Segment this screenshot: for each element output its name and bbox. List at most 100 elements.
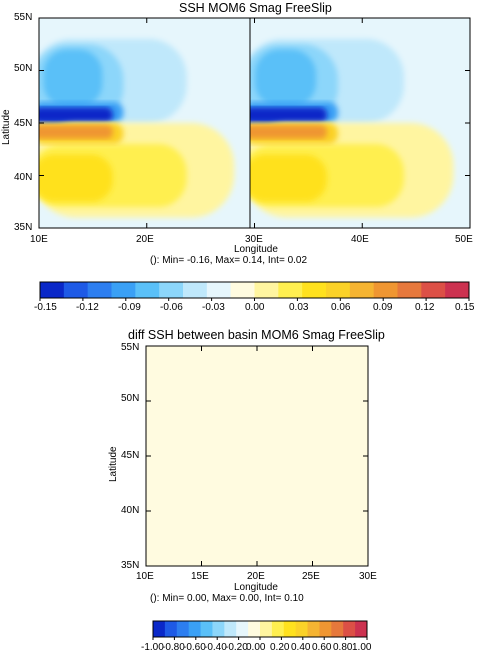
cb1-swatch-1 [63, 282, 89, 298]
bottom-xtick-15: 15E [191, 571, 209, 582]
bottom-xlabel: Longitude [234, 582, 278, 593]
cb1-swatch-0 [40, 282, 65, 298]
top-xtick-50: 50E [455, 234, 473, 245]
cb1-tick-0: -0.15 [34, 302, 57, 313]
cb1-tick-5: 0.00 [245, 302, 265, 313]
bottom-xtick-25: 25E [302, 571, 320, 582]
cb2-swatch-4 [200, 621, 213, 637]
top-ytick-45: 45N [14, 118, 33, 129]
cb2-swatch-10 [271, 621, 285, 637]
cb2-swatch-5 [212, 621, 225, 637]
cb2-swatch-13 [307, 621, 320, 637]
cb2-tick-10: 1.00 [352, 642, 372, 653]
bottom-ytick-55: 55N [121, 342, 140, 353]
contour-level-6 [39, 107, 113, 123]
cb2-swatch-2 [176, 621, 190, 637]
cb1-tick-8: 0.09 [373, 302, 393, 313]
bottom-stats: (): Min= 0.00, Max= 0.00, Int= 0.10 [150, 593, 304, 604]
top-right-panel [250, 18, 470, 228]
bottom-ytick-40: 40N [121, 505, 140, 516]
cb1-swatch-9 [254, 282, 279, 298]
cb1-swatch-8 [230, 282, 255, 298]
cb2-swatch-6 [224, 621, 237, 637]
cb1-swatch-10 [278, 282, 303, 298]
contour-level-4 [255, 49, 316, 108]
contour-level-9 [250, 154, 327, 202]
top-xtick-40: 40E [351, 234, 369, 245]
cb1-swatch-12 [326, 282, 351, 298]
cb1-swatch-11 [302, 282, 327, 298]
top-chart-title: SSH MOM6 Smag FreeSlip [179, 1, 332, 15]
cb1-swatch-7 [206, 282, 232, 298]
cb2-swatch-12 [295, 621, 309, 637]
cb1-swatch-4 [135, 282, 160, 298]
top-xlabel: Longitude [234, 244, 278, 255]
contour-level-4 [43, 49, 103, 108]
cb2-tick-4: -0.20 [225, 642, 248, 653]
bottom-xtick-20: 20E [247, 571, 265, 582]
bottom-xtick-10: 10E [136, 571, 154, 582]
cb1-tick-6: 0.03 [289, 302, 309, 313]
cb1-swatch-13 [349, 282, 375, 298]
top-xtick-30: 30E [245, 234, 263, 245]
cb1-swatch-5 [159, 282, 184, 298]
cb2-swatch-9 [260, 621, 273, 637]
cb2-swatch-3 [188, 621, 202, 637]
cb2-tick-5: 0.00 [246, 642, 266, 653]
cb1-tick-2: -0.09 [118, 302, 141, 313]
cb1-tick-4: -0.03 [202, 302, 225, 313]
cb1-swatch-16 [421, 282, 446, 298]
cb1-swatch-6 [183, 282, 208, 298]
cb2-tick-8: 0.60 [312, 642, 332, 653]
cb1-tick-7: 0.06 [331, 302, 351, 313]
cb1-tick-10: 0.15 [455, 302, 475, 313]
cb2-swatch-1 [164, 621, 178, 637]
cb2-swatch-7 [236, 621, 249, 637]
cb1-tick-1: -0.12 [76, 302, 99, 313]
cb1-tick-3: -0.06 [160, 302, 183, 313]
cb1-tick-9: 0.12 [415, 302, 435, 313]
top-colorbar [39, 281, 470, 301]
contour-level-9 [39, 154, 113, 202]
top-ytick-50: 50N [14, 63, 33, 74]
cb2-swatch-8 [248, 621, 261, 637]
cb2-swatch-0 [153, 621, 166, 637]
cb2-tick-9: 0.80 [333, 642, 353, 653]
top-xtick-20: 20E [136, 234, 154, 245]
cb2-swatch-14 [319, 621, 332, 637]
cb1-swatch-15 [397, 282, 422, 298]
cb2-swatch-16 [343, 621, 356, 637]
contour-level-11 [250, 125, 327, 139]
bottom-ytick-50: 50N [121, 393, 140, 404]
cb2-tick-0: -1.00 [141, 642, 164, 653]
bottom-colorbar [152, 620, 368, 640]
cb1-swatch-14 [373, 282, 398, 298]
bottom-panel [145, 345, 369, 567]
top-xtick-10: 10E [30, 234, 48, 245]
contour-level-11 [39, 125, 113, 139]
bottom-ytick-45: 45N [121, 450, 140, 461]
bottom-ytick-35: 35N [121, 560, 140, 571]
cb2-tick-2: -0.60 [183, 642, 206, 653]
cb2-tick-1: -0.80 [162, 642, 185, 653]
cb1-swatch-3 [111, 282, 136, 298]
contour-level-6 [250, 107, 327, 123]
bottom-chart-title: diff SSH between basin MOM6 Smag FreeSli… [128, 328, 385, 342]
top-left-panel [39, 18, 250, 228]
top-stats: (): Min= -0.16, Max= 0.14, Int= 0.02 [150, 255, 308, 266]
bottom-xtick-30: 30E [359, 571, 377, 582]
cb2-tick-6: 0.20 [270, 642, 290, 653]
top-ytick-35: 35N [14, 222, 33, 233]
top-ytick-55: 55N [14, 12, 33, 23]
bottom-field-fill [146, 346, 368, 566]
cb2-tick-7: 0.40 [291, 642, 311, 653]
cb2-swatch-15 [331, 621, 344, 637]
cb1-swatch-17 [445, 282, 470, 298]
cb2-swatch-11 [283, 621, 297, 637]
cb2-swatch-17 [355, 621, 368, 637]
plot-frames [38, 17, 471, 229]
top-ytick-40: 40N [14, 172, 33, 183]
cb1-swatch-2 [87, 282, 112, 298]
cb2-tick-3: -0.40 [204, 642, 227, 653]
